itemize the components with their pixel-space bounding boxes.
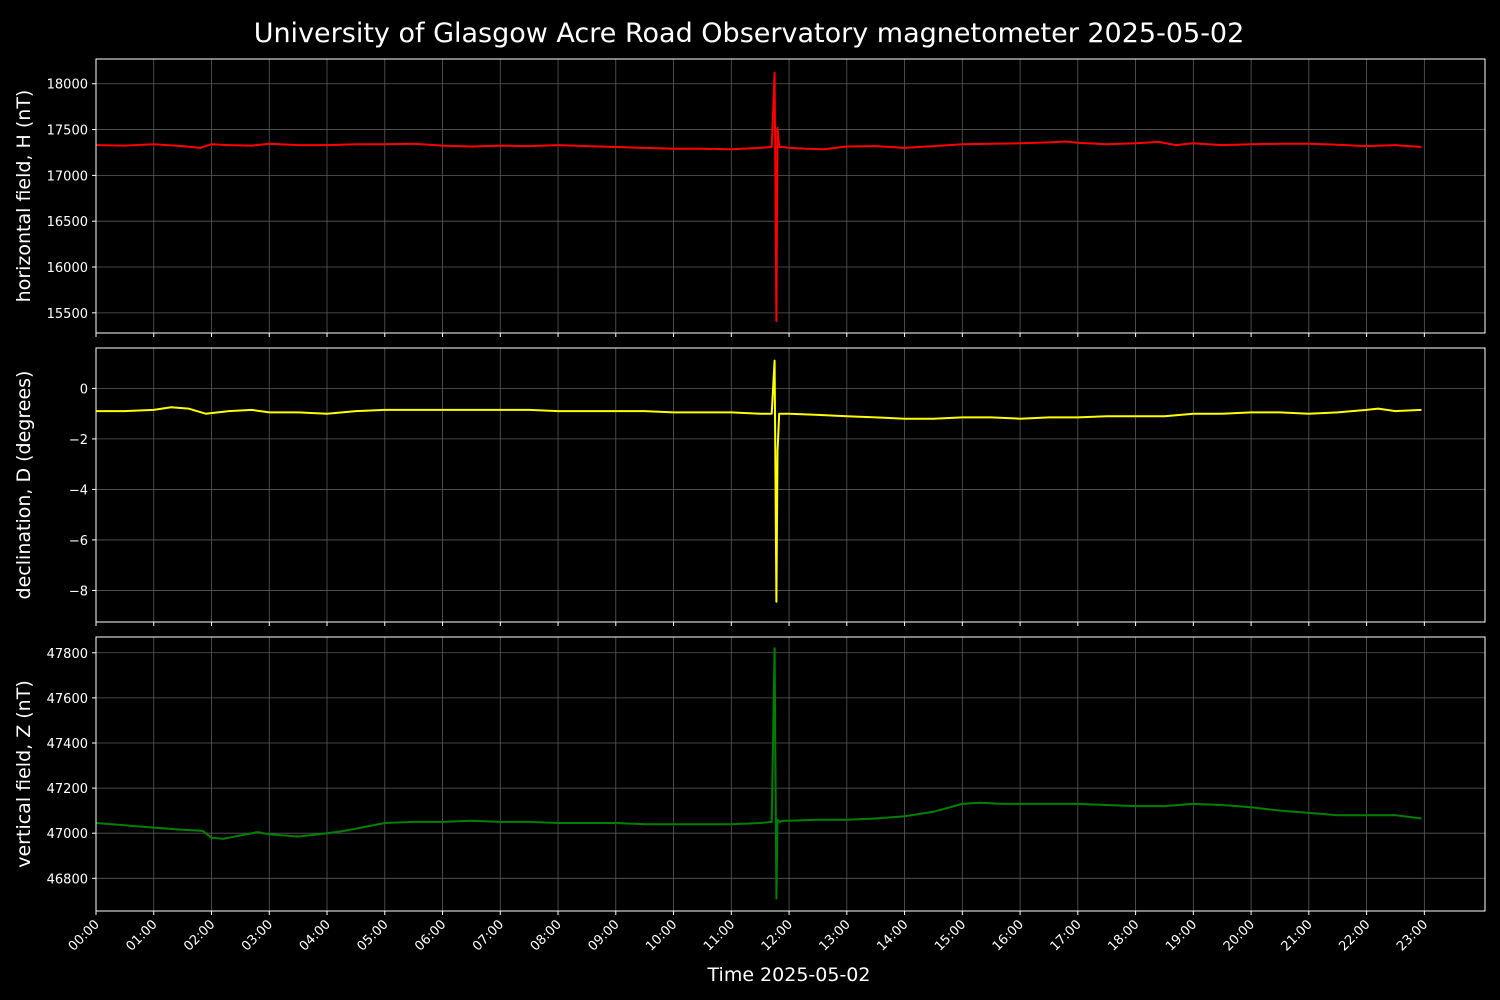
y-tick-label: 17500 <box>47 124 88 139</box>
x-tick-label: 11:00 <box>701 917 738 954</box>
x-tick-label: 15:00 <box>932 917 969 954</box>
x-tick-label: 20:00 <box>1221 917 1258 954</box>
x-tick-label: 07:00 <box>470 917 507 954</box>
y-tick-label: 46800 <box>47 872 88 887</box>
x-tick-label: 17:00 <box>1048 917 1085 954</box>
panel-1: 15500 16000 16500 17000 17500 18000 horizontal… <box>13 58 1486 337</box>
y-tick-label: 0 <box>80 382 88 397</box>
x-tick-label: 14:00 <box>874 917 911 954</box>
y-tick-label: −2 <box>69 433 88 448</box>
y-tick-label: 16500 <box>47 215 88 230</box>
y-tick-label: −8 <box>69 584 88 599</box>
x-tick-label: 00:00 <box>66 917 103 954</box>
y-tick-label: 16000 <box>47 261 88 276</box>
panels: 15500 16000 16500 17000 17500 18000 horizontal… <box>13 58 1486 915</box>
x-tick-label: 18:00 <box>1105 917 1142 954</box>
x-tick-label: 08:00 <box>528 917 565 954</box>
y-tick-label: 47000 <box>47 827 88 842</box>
y-axis-label: horizontal field, H (nT) <box>13 90 35 303</box>
x-tick-label: 04:00 <box>297 917 334 954</box>
chart-title: University of Glasgow Acre Road Observat… <box>254 18 1245 49</box>
x-tick-label: 06:00 <box>412 917 449 954</box>
panel-frame <box>95 636 1486 912</box>
panel-2: −8 −6 −4 −2 0 declination, D (degrees) <box>13 347 1486 626</box>
x-tick-label: 19:00 <box>1163 917 1200 954</box>
x-tick-label: 16:00 <box>990 917 1027 954</box>
series-line <box>95 71 1422 323</box>
series-line <box>96 359 1422 603</box>
y-axis-label: vertical field, Z (nT) <box>13 680 35 868</box>
y-tick-label: 47800 <box>47 647 88 662</box>
x-tick-label: 23:00 <box>1394 917 1431 954</box>
series-line <box>95 647 1422 900</box>
panel-frame <box>95 58 1486 334</box>
x-tick-label: 13:00 <box>817 917 854 954</box>
panel-3: 46800 47000 47200 47400 47600 47800 vertical f… <box>13 636 1486 915</box>
x-tick-label: 10:00 <box>643 917 680 954</box>
y-tick-label: 47600 <box>47 692 88 707</box>
x-tick-label: 01:00 <box>123 917 160 954</box>
y-tick-label: 47400 <box>47 737 88 752</box>
x-tick-label: 12:00 <box>759 917 796 954</box>
panel-frame <box>95 347 1486 623</box>
y-tick-label: 47200 <box>47 782 88 797</box>
y-tick-label: 17000 <box>47 169 88 184</box>
x-tick-label: 22:00 <box>1336 917 1373 954</box>
x-tick-label: 02:00 <box>181 917 218 954</box>
x-tick-label: 03:00 <box>239 917 276 954</box>
y-tick-label: −6 <box>69 534 88 549</box>
y-tick-label: 15500 <box>47 307 88 322</box>
x-axis: 00:00 01:00 02:00 03:00 04:00 05:00 06:00 07:00… <box>66 917 1431 954</box>
x-axis-label: Time 2025-05-02 <box>707 964 871 986</box>
y-axis-label: declination, D (degrees) <box>13 371 35 600</box>
y-tick-label: 18000 <box>47 78 88 93</box>
x-tick-label: 21:00 <box>1279 917 1316 954</box>
x-tick-label: 05:00 <box>355 917 392 954</box>
x-tick-label: 09:00 <box>586 917 623 954</box>
y-tick-label: −4 <box>69 483 88 498</box>
